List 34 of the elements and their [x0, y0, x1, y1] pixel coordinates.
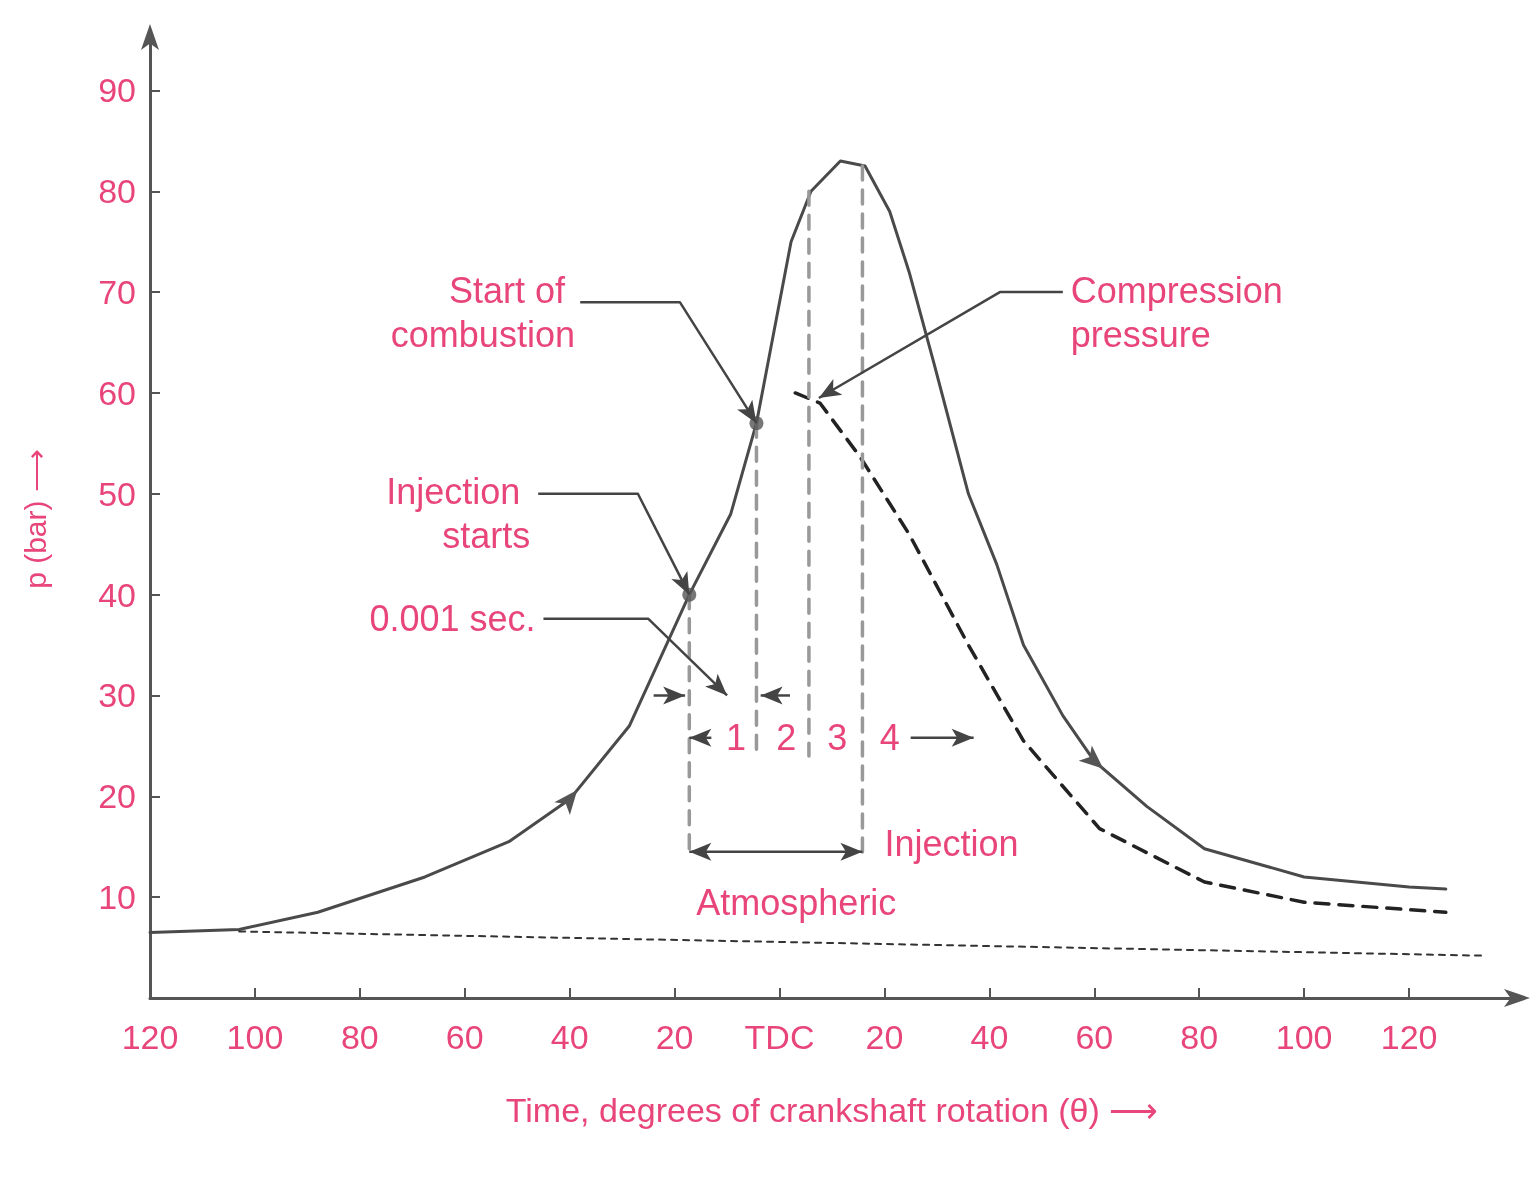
annotation: 0.001 sec.: [369, 598, 536, 640]
annotation: 1: [725, 717, 747, 759]
x-tick-label: 60: [1075, 1018, 1114, 1056]
x-axis-title: Time, degrees of crankshaft rotation (θ) ⟶: [505, 1091, 1159, 1129]
x-tick-label: 40: [550, 1018, 589, 1056]
annotation: Injection starts: [386, 471, 531, 557]
annotation: Start of combustion: [390, 269, 575, 355]
annotation: Compression pressure: [1070, 269, 1293, 355]
x-tick-label: 80: [1180, 1018, 1219, 1056]
y-tick-label: 10: [98, 878, 136, 917]
x-tick-label: 100: [1275, 1018, 1333, 1056]
annotation: 4: [879, 717, 900, 759]
y-tick-label: 60: [98, 373, 136, 412]
x-tick-label: 120: [121, 1018, 179, 1056]
x-tick-label: 60: [445, 1018, 484, 1056]
x-tick-label: 20: [865, 1018, 904, 1056]
y-tick-label: 30: [98, 676, 136, 715]
annotation: Injection: [884, 823, 1019, 865]
annotation: Atmospheric: [696, 881, 897, 923]
y-axis-title: p (bar) ⟶: [18, 449, 52, 589]
y-tick-label: 40: [98, 575, 136, 614]
y-tick-label: 70: [98, 273, 136, 312]
annotation: 2: [776, 717, 797, 759]
annotation: 3: [827, 717, 848, 759]
y-tick-label: 90: [98, 71, 136, 110]
x-tick-label: TDC: [744, 1018, 815, 1056]
x-tick-label: 120: [1380, 1018, 1438, 1056]
y-tick-label: 20: [98, 777, 136, 816]
y-tick-label: 50: [98, 474, 136, 513]
x-tick-label: 40: [970, 1018, 1009, 1056]
y-tick-label: 80: [98, 172, 136, 211]
x-tick-label: 100: [226, 1018, 284, 1056]
x-tick-label: 80: [340, 1018, 379, 1056]
x-tick-label: 20: [655, 1018, 694, 1056]
